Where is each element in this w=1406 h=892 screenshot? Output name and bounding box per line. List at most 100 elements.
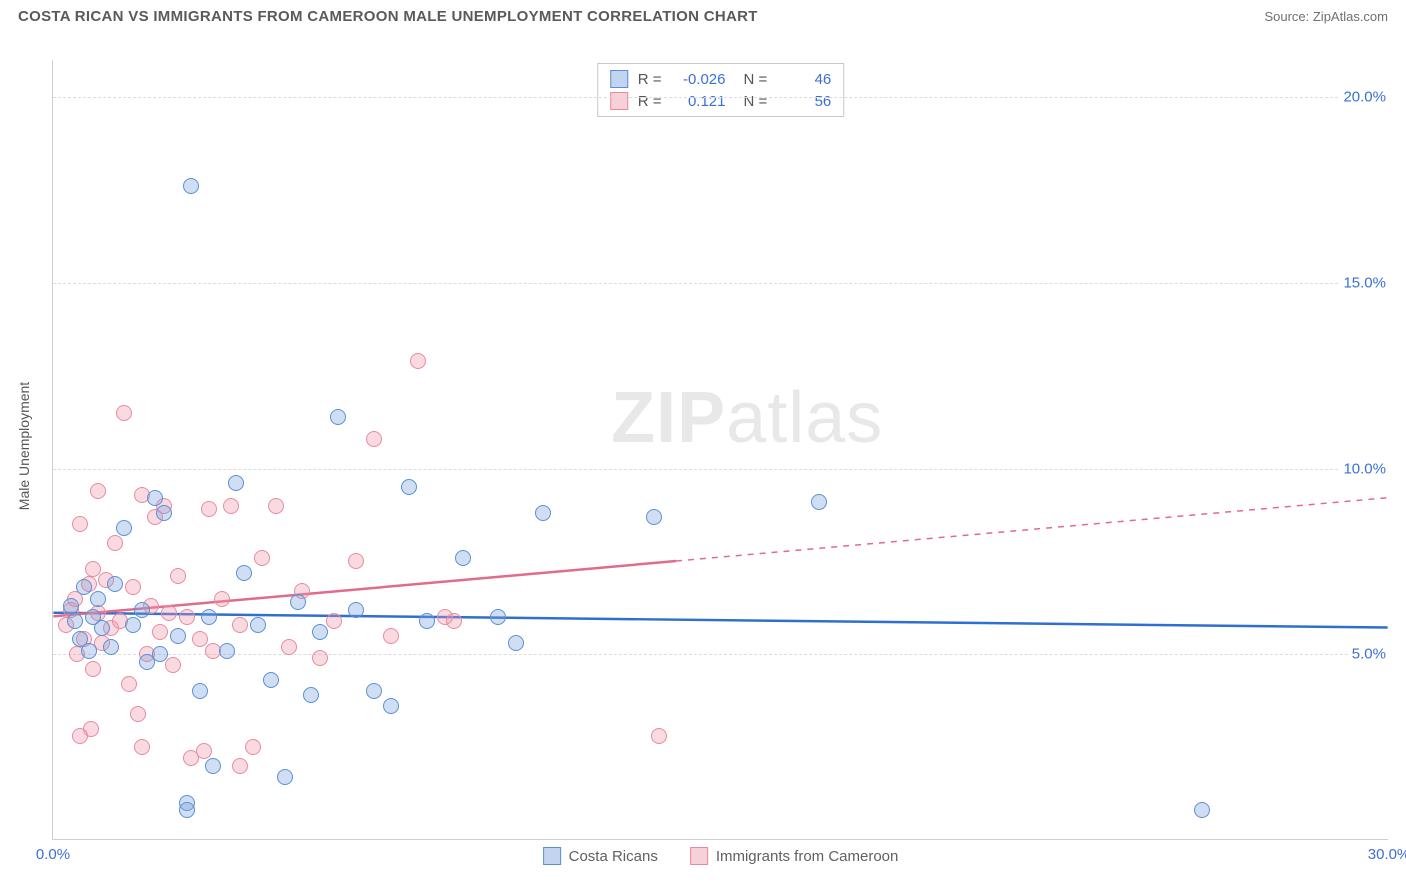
- data-point: [183, 178, 199, 194]
- data-point: [263, 672, 279, 688]
- data-point: [348, 553, 364, 569]
- data-point: [152, 624, 168, 640]
- source-link[interactable]: ZipAtlas.com: [1313, 9, 1388, 24]
- r-value-blue: -0.026: [672, 71, 726, 88]
- stats-row-2: R = 0.121 N = 56: [610, 90, 832, 112]
- data-point: [116, 405, 132, 421]
- data-point: [290, 594, 306, 610]
- grid-line: [53, 654, 1388, 655]
- data-point: [366, 431, 382, 447]
- data-point: [228, 475, 244, 491]
- stats-box: R = -0.026 N = 46 R = 0.121 N = 56: [597, 63, 845, 117]
- r-value-pink: 0.121: [672, 93, 726, 110]
- data-point: [1194, 802, 1210, 818]
- x-tick-label: 30.0%: [1368, 846, 1406, 863]
- data-point: [401, 479, 417, 495]
- swatch-pink-icon: [690, 847, 708, 865]
- data-point: [303, 687, 319, 703]
- data-point: [179, 609, 195, 625]
- data-point: [196, 743, 212, 759]
- n-value-blue: 46: [777, 71, 831, 88]
- data-point: [67, 613, 83, 629]
- data-point: [366, 683, 382, 699]
- data-point: [170, 628, 186, 644]
- data-point: [85, 561, 101, 577]
- data-point: [268, 498, 284, 514]
- n-label: N =: [744, 71, 768, 88]
- legend-item-pink: Immigrants from Cameroon: [690, 847, 899, 865]
- chart-title: COSTA RICAN VS IMMIGRANTS FROM CAMEROON …: [18, 8, 758, 25]
- data-point: [410, 353, 426, 369]
- data-point: [165, 657, 181, 673]
- data-point: [232, 758, 248, 774]
- data-point: [646, 509, 662, 525]
- y-tick-label: 5.0%: [1348, 646, 1390, 663]
- data-point: [103, 639, 119, 655]
- data-point: [223, 498, 239, 514]
- data-point: [254, 550, 270, 566]
- data-point: [383, 628, 399, 644]
- data-point: [125, 617, 141, 633]
- data-point: [446, 613, 462, 629]
- data-point: [326, 613, 342, 629]
- data-point: [121, 676, 137, 692]
- data-point: [214, 591, 230, 607]
- data-point: [161, 605, 177, 621]
- data-point: [383, 698, 399, 714]
- data-point: [179, 802, 195, 818]
- r-label: R =: [638, 93, 662, 110]
- y-tick-label: 15.0%: [1339, 274, 1390, 291]
- data-point: [81, 643, 97, 659]
- n-value-pink: 56: [777, 93, 831, 110]
- data-point: [192, 683, 208, 699]
- data-point: [312, 624, 328, 640]
- source-prefix: Source:: [1264, 9, 1312, 24]
- stats-row-1: R = -0.026 N = 46: [610, 68, 832, 90]
- source-label: Source: ZipAtlas.com: [1264, 9, 1388, 24]
- swatch-blue-icon: [610, 70, 628, 88]
- data-point: [90, 483, 106, 499]
- data-point: [125, 579, 141, 595]
- data-point: [63, 598, 79, 614]
- data-point: [348, 602, 364, 618]
- y-tick-label: 10.0%: [1339, 460, 1390, 477]
- data-point: [312, 650, 328, 666]
- data-point: [277, 769, 293, 785]
- data-point: [245, 739, 261, 755]
- data-point: [232, 617, 248, 633]
- data-point: [94, 620, 110, 636]
- data-point: [130, 706, 146, 722]
- data-point: [419, 613, 435, 629]
- data-point: [205, 758, 221, 774]
- data-point: [107, 535, 123, 551]
- data-point: [490, 609, 506, 625]
- data-point: [651, 728, 667, 744]
- scatter-chart: ZIPatlas R = -0.026 N = 46 R = 0.121 N =…: [52, 60, 1388, 840]
- data-point: [455, 550, 471, 566]
- trend-lines: [53, 60, 1388, 839]
- data-point: [72, 516, 88, 532]
- data-point: [192, 631, 208, 647]
- legend-item-blue: Costa Ricans: [543, 847, 658, 865]
- data-point: [219, 643, 235, 659]
- data-point: [508, 635, 524, 651]
- data-point: [107, 576, 123, 592]
- data-point: [811, 494, 827, 510]
- grid-line: [53, 469, 1388, 470]
- y-axis-label: Male Unemployment: [16, 382, 32, 510]
- grid-line: [53, 97, 1388, 98]
- data-point: [85, 661, 101, 677]
- swatch-pink-icon: [610, 92, 628, 110]
- y-tick-label: 20.0%: [1339, 89, 1390, 106]
- data-point: [152, 646, 168, 662]
- data-point: [201, 609, 217, 625]
- grid-line: [53, 283, 1388, 284]
- r-label: R =: [638, 71, 662, 88]
- legend: Costa Ricans Immigrants from Cameroon: [543, 847, 899, 865]
- swatch-blue-icon: [543, 847, 561, 865]
- data-point: [156, 505, 172, 521]
- data-point: [281, 639, 297, 655]
- data-point: [90, 591, 106, 607]
- legend-label-pink: Immigrants from Cameroon: [716, 848, 899, 865]
- data-point: [72, 728, 88, 744]
